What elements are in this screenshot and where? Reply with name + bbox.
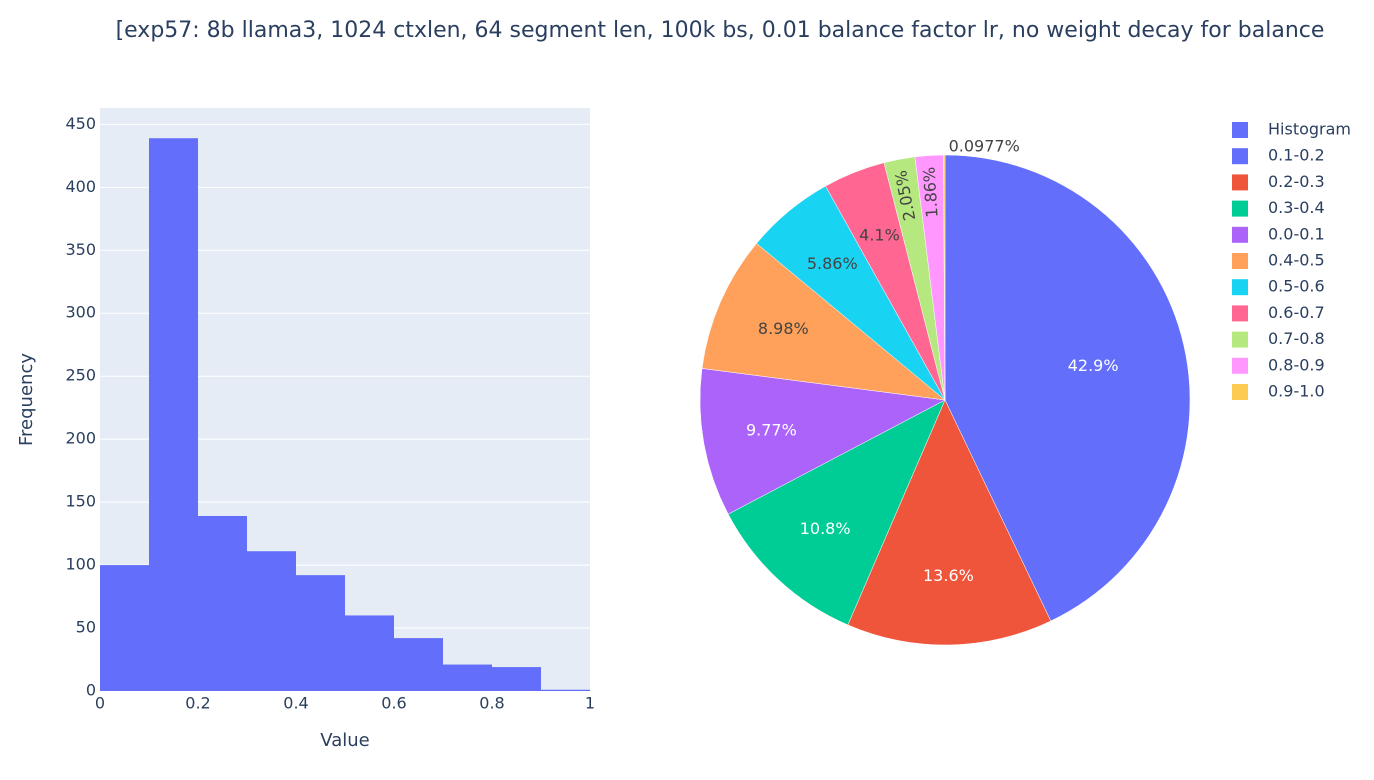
y-tick-label: 0 [86,681,96,700]
legend-label: 0.3-0.4 [1268,198,1325,217]
bar [247,551,296,691]
y-tick-label: 450 [65,114,96,133]
legend-label: 0.5-0.6 [1268,277,1325,296]
y-tick-label: 100 [65,555,96,574]
pie-slice [701,243,946,401]
legend-swatch [1232,357,1248,374]
x-tick-label: 0.4 [283,694,308,713]
bar [198,515,247,691]
x-tick-label: 0.2 [185,694,210,713]
legend-swatch [1232,279,1248,296]
bar [492,667,541,691]
pie-slice [944,154,1191,622]
slice-label: 10.8% [800,519,851,538]
x-tick-label: 0.8 [479,694,504,713]
bar [394,638,443,691]
y-tick-label: 300 [65,303,96,322]
legend-label: 0.7-0.8 [1268,329,1325,348]
y-tick-label: 400 [65,177,96,196]
legend-label: 0.1-0.2 [1268,146,1325,165]
x-tick-label: 0.6 [381,694,406,713]
x-axis-label: Value [320,730,369,751]
legend-label: 0.0-0.1 [1268,224,1325,243]
y-tick-label: 200 [65,429,96,448]
y-axis-label: Frequency [16,353,37,446]
legend-label: 0.8-0.9 [1268,355,1325,374]
slice-label: 5.86% [807,254,858,273]
slice-label: 13.6% [923,566,974,585]
slice-label: 42.9% [1068,356,1119,375]
legend-label: 0.6-0.7 [1268,303,1325,322]
bar [345,615,394,691]
legend-label: 0.9-1.0 [1268,382,1325,401]
pie-slice [943,154,946,401]
pie-slice [699,368,946,515]
x-tick-label: 1 [585,694,595,713]
y-tick-label: 150 [65,492,96,511]
legend-label: 0.4-0.5 [1268,251,1325,270]
slice-label: 0.0977% [949,137,1020,156]
bar [296,575,345,691]
legend-swatch [1232,384,1248,400]
slice-label: 8.98% [758,319,809,338]
legend-swatch [1232,226,1248,243]
legend-swatch [1232,200,1248,217]
y-tick-label: 250 [65,366,96,385]
pie-slice [727,399,946,626]
bar [149,138,198,691]
chart-title: [exp57: 8b llama3, 1024 ctxlen, 64 segme… [116,18,1325,43]
legend-swatch [1232,305,1248,322]
slice-label: 9.77% [746,421,797,440]
legend-label: 0.2-0.3 [1268,172,1325,191]
slice-label: 1.86% [919,166,941,218]
pie-slice [847,399,1052,646]
y-tick-label: 50 [76,618,96,637]
x-tick-label: 0 [95,694,105,713]
legend-swatch [1232,253,1248,269]
legend-swatch [1232,174,1248,191]
legend-label: Histogram [1268,120,1351,139]
bar [541,689,590,691]
legend-swatch [1232,331,1248,348]
slice-label: 4.1% [859,226,900,245]
bar [100,565,149,691]
legend-swatch [1232,148,1248,165]
bar [443,664,492,691]
legend-swatch [1232,122,1248,138]
y-tick-label: 350 [65,240,96,259]
